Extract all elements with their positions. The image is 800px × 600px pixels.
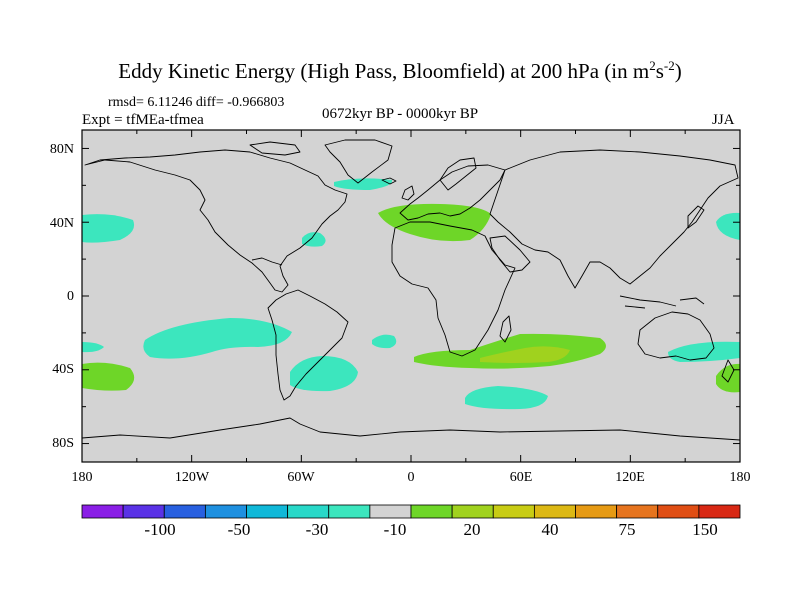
anomaly-australia-south: [668, 341, 740, 362]
coastline-britain: [401, 185, 415, 201]
map-background: [82, 130, 740, 462]
colorbar-label: 150: [692, 520, 718, 539]
colorbar-swatch: [492, 504, 535, 519]
colorbar-label: 40: [541, 520, 559, 539]
anomaly-new-zealand: [716, 363, 740, 393]
colorbar-swatch: [81, 504, 124, 519]
anomaly-north-atlantic-west: [302, 232, 326, 247]
coastline-europe: [399, 164, 506, 221]
coastline-antarctica: [82, 417, 740, 441]
coastline-madagascar: [499, 315, 512, 343]
colorbar-swatch: [287, 504, 330, 519]
lon-label-180w: 180: [71, 470, 93, 485]
coastline-greenland: [324, 139, 393, 184]
anomaly-south-atlantic-south: [465, 386, 548, 410]
colorbar-swatch: [657, 504, 700, 519]
colorbar-swatch: [616, 504, 659, 519]
coastline-asia: [489, 149, 739, 289]
lon-label-60e: 60E: [509, 470, 533, 485]
lon-label-120w: 120W: [174, 470, 210, 485]
anomaly-south-america-east: [290, 356, 358, 392]
colorbar-swatch: [533, 504, 576, 519]
colorbar-swatch: [575, 504, 618, 519]
anomaly-greenland: [334, 178, 393, 190]
colorbar-swatch: [451, 504, 494, 519]
colorbar-swatch: [246, 504, 289, 519]
lon-label-180e: 180: [729, 470, 751, 485]
colorbar-swatch: [122, 504, 165, 519]
anomaly-north-pacific-west: [716, 212, 740, 240]
coastline-australia: [637, 311, 715, 361]
colorbar-swatch: [204, 504, 247, 519]
coastline-arabia: [489, 235, 531, 273]
colorbar-label: 20: [463, 520, 481, 539]
colorbar-swatch: [698, 504, 741, 519]
coastline-arctic-islands: [249, 141, 301, 156]
period-label: 0672kyr BP - 0000kyr BP: [322, 106, 479, 122]
coastline-iceland: [381, 177, 397, 185]
season-label: JJA: [712, 112, 735, 128]
axis-ticks: [81, 130, 741, 462]
colorbar-swatch: [410, 504, 453, 519]
coastline-africa: [391, 221, 516, 357]
colorbar-swatch: [369, 504, 412, 519]
coastline-scandinavia: [439, 157, 477, 191]
coastline-gulf: [251, 257, 283, 266]
colorbar: [81, 504, 741, 519]
colorbar-label: -30: [305, 520, 329, 539]
colorbar-label: -100: [144, 520, 176, 539]
coastline-indonesia: [619, 295, 705, 309]
lon-label-60w: 60W: [287, 470, 315, 485]
lat-label-40s: 40S: [52, 362, 74, 377]
coastline-japan: [687, 205, 705, 229]
colorbar-label: -50: [227, 520, 251, 539]
lat-label-40n: 40N: [49, 216, 74, 231]
lat-label-80n: 80N: [49, 142, 74, 157]
lat-label-0: 0: [67, 289, 74, 304]
lon-label-0: 0: [407, 470, 415, 485]
lat-label-80s: 80S: [52, 436, 74, 451]
lon-label-120e: 120E: [615, 470, 645, 485]
anomaly-south-pacific: [143, 318, 292, 359]
colorbar-swatch: [328, 504, 371, 519]
experiment-label: Expt = tfMEa-tfmea: [82, 112, 204, 128]
colorbar-label: 75: [618, 520, 636, 539]
plot-title: Eddy Kinetic Energy (High Pass, Bloomfie…: [118, 58, 682, 83]
colorbar-label: -10: [383, 520, 407, 539]
coastline-south-america: [267, 289, 349, 401]
anomaly-southwest-indian: [372, 334, 397, 349]
stats-label: rmsd= 6.11246 diff= -0.966803: [108, 95, 285, 110]
anomaly-north-pacific-east: [82, 214, 135, 243]
coastline-new-zealand: [721, 359, 735, 383]
colorbar-swatch: [163, 504, 206, 519]
anomaly-pacific-edge: [82, 342, 104, 353]
anomaly-indian-ocean-core: [480, 346, 570, 363]
coastline-north-america: [84, 149, 348, 293]
anomaly-southeast-pacific: [82, 362, 135, 391]
coastlines: [82, 139, 740, 441]
